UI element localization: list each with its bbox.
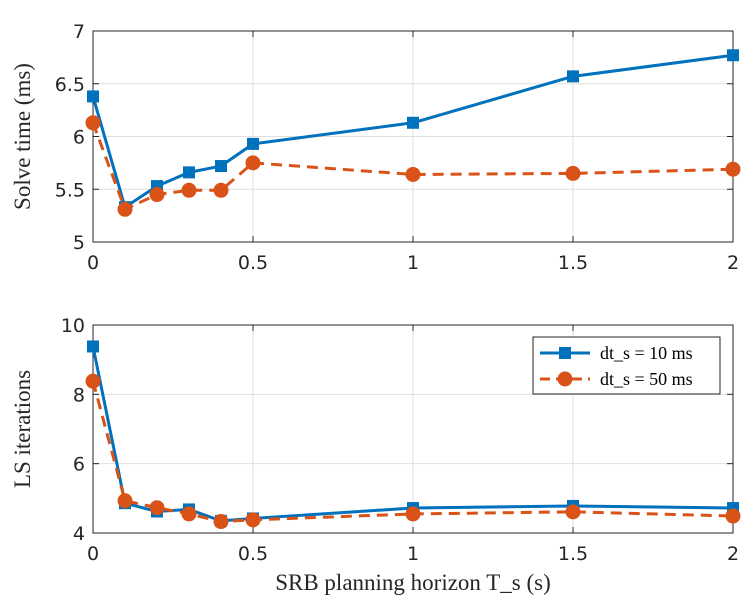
y-tick-label: 6.5 bbox=[55, 74, 85, 96]
data-point bbox=[149, 500, 165, 516]
data-point bbox=[87, 340, 99, 353]
x-tick-label: 1.5 bbox=[558, 543, 588, 565]
legend-label: dt_s = 50 ms bbox=[600, 369, 693, 389]
x-tick-label: 0.5 bbox=[238, 252, 268, 274]
data-point bbox=[727, 49, 739, 62]
x-tick-label: 1 bbox=[407, 543, 419, 565]
data-point bbox=[215, 160, 227, 173]
x-tick-label: 0 bbox=[87, 252, 99, 274]
y-tick-label: 6 bbox=[73, 127, 85, 149]
data-point bbox=[245, 155, 261, 171]
y-tick-label: 7 bbox=[73, 21, 85, 43]
x-tick-label: 2 bbox=[727, 543, 739, 565]
data-point bbox=[213, 514, 229, 530]
data-point bbox=[181, 182, 197, 198]
x-tick-label: 1 bbox=[407, 252, 419, 274]
y-tick-label: 5 bbox=[73, 232, 85, 254]
x-tick-label: 1.5 bbox=[558, 252, 588, 274]
series-2 bbox=[85, 373, 741, 530]
x-tick-label: 0.5 bbox=[238, 543, 268, 565]
y-tick-label: 8 bbox=[73, 384, 85, 406]
series-2 bbox=[85, 115, 741, 217]
legend-marker bbox=[557, 371, 573, 387]
legend: dt_s = 10 ms dt_s = 50 ms bbox=[532, 336, 721, 395]
x-tick-label: 0 bbox=[87, 543, 99, 565]
legend-label: dt_s = 10 ms bbox=[600, 343, 693, 363]
data-point bbox=[725, 161, 741, 177]
y-tick-label: 10 bbox=[61, 315, 85, 337]
data-point bbox=[245, 512, 261, 528]
data-point bbox=[407, 116, 419, 129]
data-point bbox=[567, 70, 579, 83]
y-axis-label: LS iterations bbox=[10, 370, 35, 488]
data-point bbox=[565, 165, 581, 181]
subplot-1: 0 0.5 1 1.5 2 5 5.5 6 6.5 7 Solve time (ms) bbox=[10, 21, 741, 274]
data-point bbox=[87, 90, 99, 103]
data-point bbox=[565, 504, 581, 520]
legend-marker bbox=[559, 347, 571, 359]
y-tick-label: 4 bbox=[73, 523, 85, 545]
data-point bbox=[725, 508, 741, 524]
data-point bbox=[181, 506, 197, 522]
data-point bbox=[117, 201, 133, 217]
x-axis-label: SRB planning horizon T_s (s) bbox=[275, 570, 551, 595]
data-point bbox=[117, 493, 133, 509]
x-tick-label: 2 bbox=[727, 252, 739, 274]
y-axis-label: Solve time (ms) bbox=[10, 63, 35, 210]
data-point bbox=[85, 115, 101, 131]
data-point bbox=[247, 137, 259, 150]
data-point bbox=[85, 373, 101, 389]
data-point bbox=[149, 187, 165, 203]
data-point bbox=[183, 166, 195, 179]
subplot-2: 0 0.5 1 1.5 2 4 6 8 10 LS iterations SRB planning … bbox=[10, 315, 741, 595]
data-point bbox=[213, 182, 229, 198]
y-tick-label: 6 bbox=[73, 454, 85, 476]
data-point bbox=[405, 166, 421, 182]
y-tick-label: 5.5 bbox=[55, 179, 85, 201]
data-point bbox=[405, 506, 421, 522]
